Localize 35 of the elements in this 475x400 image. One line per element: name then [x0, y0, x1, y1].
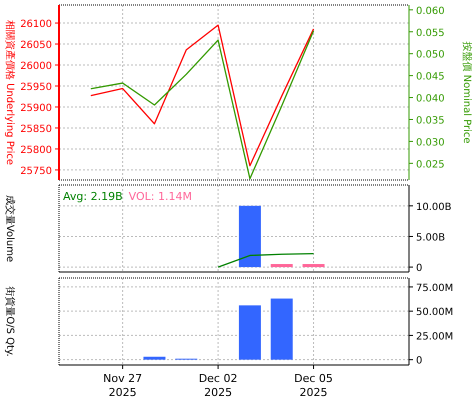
y-axis-title: 街貨量O/S Qty.	[4, 286, 16, 357]
y2-tick-label: 0.030	[416, 137, 445, 148]
y-tick-label: 5.00B	[416, 232, 446, 244]
bar	[270, 298, 293, 360]
y-tick-label: 26050	[20, 40, 52, 52]
annotation: VOL: 1.14M	[128, 190, 192, 203]
y2-axis-title: 按盤價 Nominal Price	[461, 41, 473, 144]
y-tick-label: 25.00M	[416, 331, 454, 342]
y-tick-label: 75.00M	[416, 282, 454, 294]
y2-tick-label: 0.025	[416, 159, 445, 170]
y2-tick-label: 0.050	[416, 50, 445, 61]
y-tick-label: 26100	[20, 19, 52, 30]
y-axis-title: 相關資產價格 Underlying Price	[4, 20, 16, 166]
y-tick-label: 25950	[20, 82, 52, 93]
y-tick-label: 25800	[20, 144, 52, 156]
x-tick-label: Dec 02 2025	[198, 372, 238, 399]
y-tick-label: 50.00M	[416, 307, 454, 318]
y-tick-label: 0	[416, 263, 422, 274]
x-tick-label: Nov 27 2025	[103, 372, 142, 399]
line-series	[217, 252, 314, 268]
y-tick-label: 25900	[20, 102, 52, 114]
y2-tick-label: 0.035	[416, 115, 445, 126]
y-tick-label: 26000	[20, 61, 52, 72]
y-tick-label: 25750	[20, 166, 52, 177]
y2-tick-label: 0.040	[416, 94, 445, 105]
annotation: Avg: 2.19B	[63, 190, 123, 203]
y2-tick-label: 0.045	[416, 72, 445, 83]
y-tick-label: 10.00B	[416, 202, 452, 213]
y-axis-title: 成交量Volume	[4, 194, 16, 262]
x-tick-label: Dec 05 2025	[294, 372, 333, 399]
y2-tick-label: 0.060	[416, 6, 445, 17]
y-tick-label: 0	[416, 356, 422, 367]
y-tick-label: 25850	[20, 124, 52, 135]
y2-tick-label: 0.055	[416, 28, 445, 39]
bar	[238, 305, 261, 360]
